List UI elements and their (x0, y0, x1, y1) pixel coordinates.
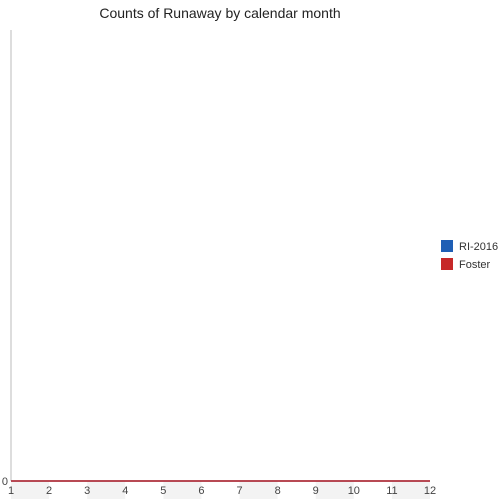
x-tick-label: 12 (424, 485, 436, 497)
x-tick-label: 3 (84, 485, 90, 497)
x-tick-label: 9 (313, 485, 319, 497)
x-tick-label: 10 (348, 485, 360, 497)
x-tick-label: 4 (122, 485, 128, 497)
y-axis-ticks: 0 (2, 476, 8, 488)
x-tick-label: 6 (198, 485, 204, 497)
x-tick-label: 1 (8, 485, 14, 497)
legend: RI-2016 Foster (441, 240, 498, 271)
x-band (315, 481, 354, 499)
chart-title: Counts of Runaway by calendar month (99, 5, 340, 21)
x-band (391, 481, 430, 499)
x-tick-label: 11 (386, 485, 397, 497)
legend-swatch (441, 240, 453, 252)
x-tick-label: 7 (236, 485, 242, 497)
legend-label: Foster (459, 259, 491, 271)
x-axis-ticks: 1 2 3 4 5 6 7 8 9 10 11 12 (8, 485, 436, 497)
x-tick-label: 5 (160, 485, 166, 497)
y-tick-label: 0 (2, 476, 8, 488)
x-band (87, 481, 126, 499)
x-band (239, 481, 278, 499)
x-tick-label: 8 (275, 485, 281, 497)
legend-swatch (441, 258, 453, 270)
x-band (11, 481, 50, 499)
x-band (163, 481, 202, 499)
x-axis-bands (11, 481, 430, 499)
legend-label: RI-2016 (459, 241, 498, 253)
x-tick-label: 2 (46, 485, 52, 497)
